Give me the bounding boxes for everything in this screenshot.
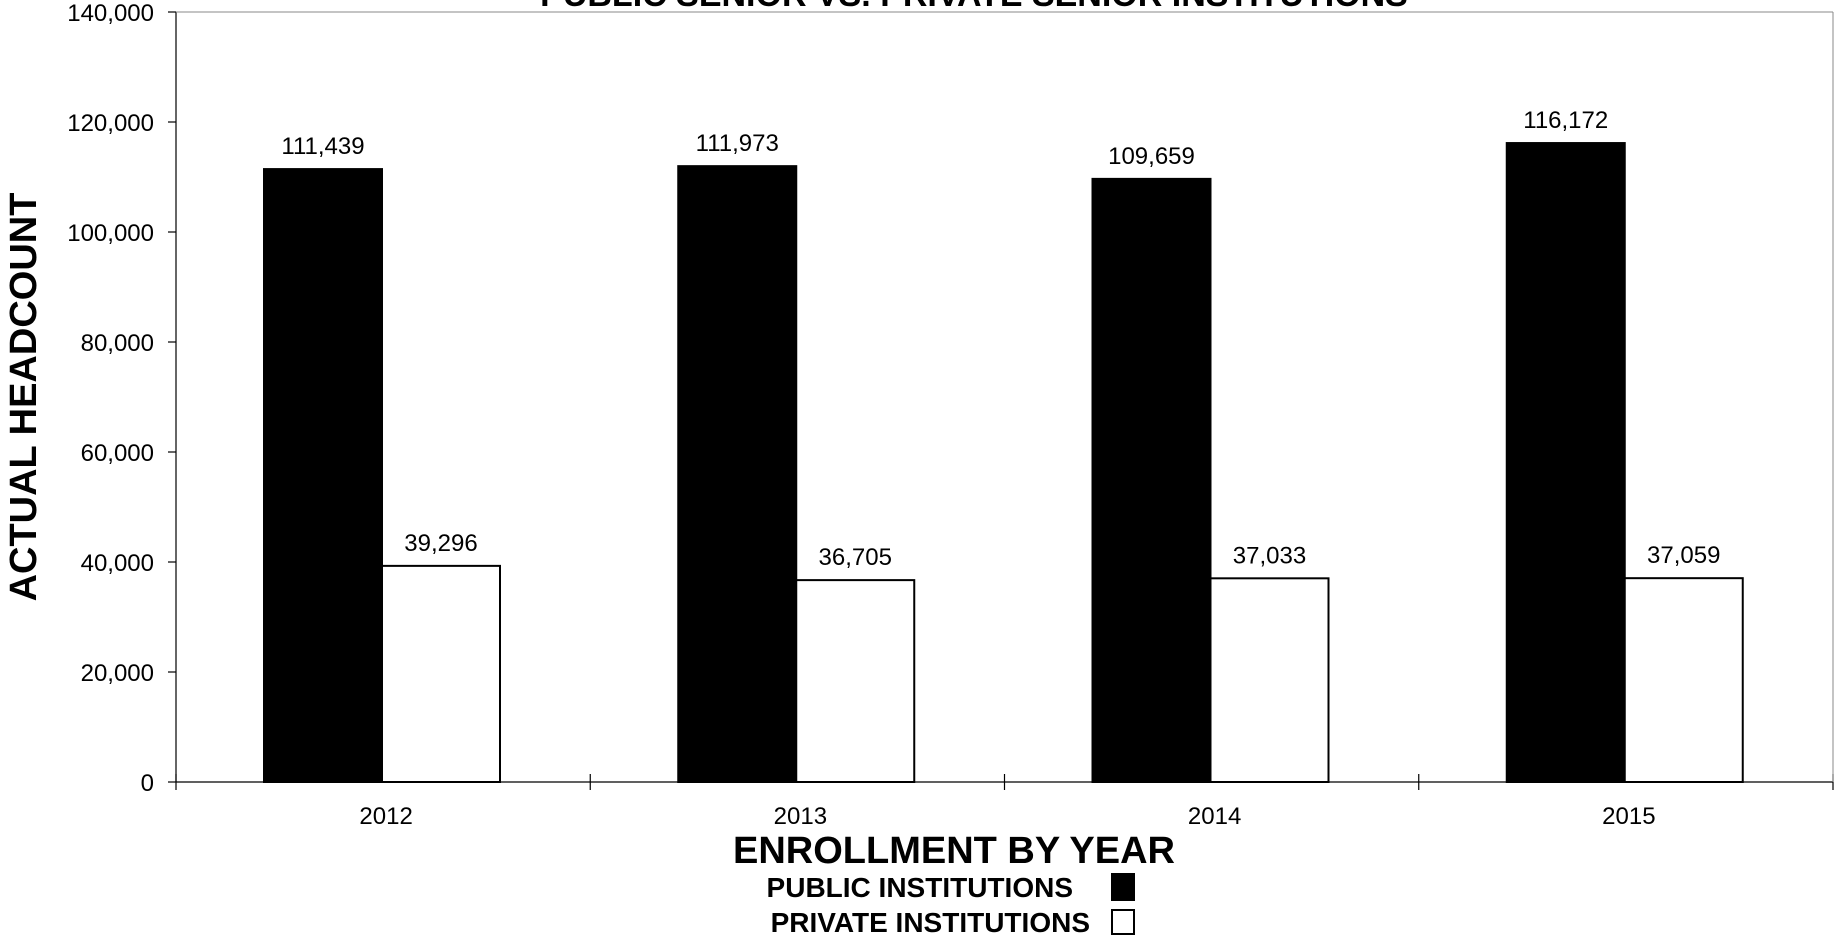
y-tick-label: 100,000 bbox=[67, 220, 154, 247]
legend-swatch-private bbox=[1111, 909, 1135, 935]
bar-public bbox=[263, 168, 383, 783]
x-axis-label: ENROLLMENT BY YEAR bbox=[733, 830, 1175, 872]
y-tick-label: 20,000 bbox=[81, 660, 154, 687]
bar-public bbox=[677, 165, 798, 783]
chart-title: PUBLIC SENIOR VS. PRIVATE SENIOR INSTITU… bbox=[540, 0, 1408, 14]
y-tick-label: 120,000 bbox=[67, 110, 154, 137]
legend-label-private: PRIVATE INSTITUTIONS bbox=[771, 907, 1090, 938]
y-tick-label: 140,000 bbox=[67, 0, 154, 27]
bar-private bbox=[1623, 577, 1744, 783]
bar-public bbox=[1505, 142, 1626, 783]
data-label: 116,172 bbox=[1523, 107, 1608, 134]
bars bbox=[263, 142, 1744, 784]
legend-label-public: PUBLIC INSTITUTIONS bbox=[767, 872, 1073, 903]
x-axis-ticks: 2012 2013 2014 2015 bbox=[175, 774, 1834, 830]
x-tick-label: 2012 bbox=[359, 803, 412, 830]
y-axis-ticks: 0 20,000 40,000 60,000 80,000 100,000 120,000 1… bbox=[67, 0, 176, 797]
data-label: 37,033 bbox=[1233, 542, 1306, 569]
bar-private bbox=[1209, 577, 1330, 783]
x-tick-label: 2013 bbox=[774, 803, 827, 830]
y-tick-label: 0 bbox=[141, 770, 154, 797]
bar-public bbox=[1091, 177, 1212, 784]
x-tick-label: 2015 bbox=[1602, 803, 1655, 830]
data-label: 111,973 bbox=[696, 130, 779, 157]
x-tick-label: 2014 bbox=[1188, 803, 1241, 830]
y-tick-label: 40,000 bbox=[81, 550, 154, 577]
y-tick-label: 80,000 bbox=[81, 330, 154, 357]
y-axis-label: ACTUAL HEADCOUNT bbox=[3, 193, 45, 602]
bar-private bbox=[795, 579, 916, 783]
y-tick-label: 60,000 bbox=[81, 440, 154, 467]
data-label: 111,439 bbox=[281, 133, 364, 160]
data-label: 39,296 bbox=[404, 530, 477, 557]
data-label: 37,059 bbox=[1647, 542, 1720, 569]
data-labels: 111,439 39,296 111,973 36,705 109,659 37,033 1… bbox=[281, 107, 1720, 571]
bar-private bbox=[381, 564, 501, 784]
data-label: 109,659 bbox=[1108, 143, 1195, 170]
legend-swatch-public bbox=[1111, 873, 1135, 901]
legend: PUBLIC INSTITUTIONS PRIVATE INSTITUTIONS bbox=[767, 872, 1135, 938]
data-label: 36,705 bbox=[819, 544, 892, 571]
